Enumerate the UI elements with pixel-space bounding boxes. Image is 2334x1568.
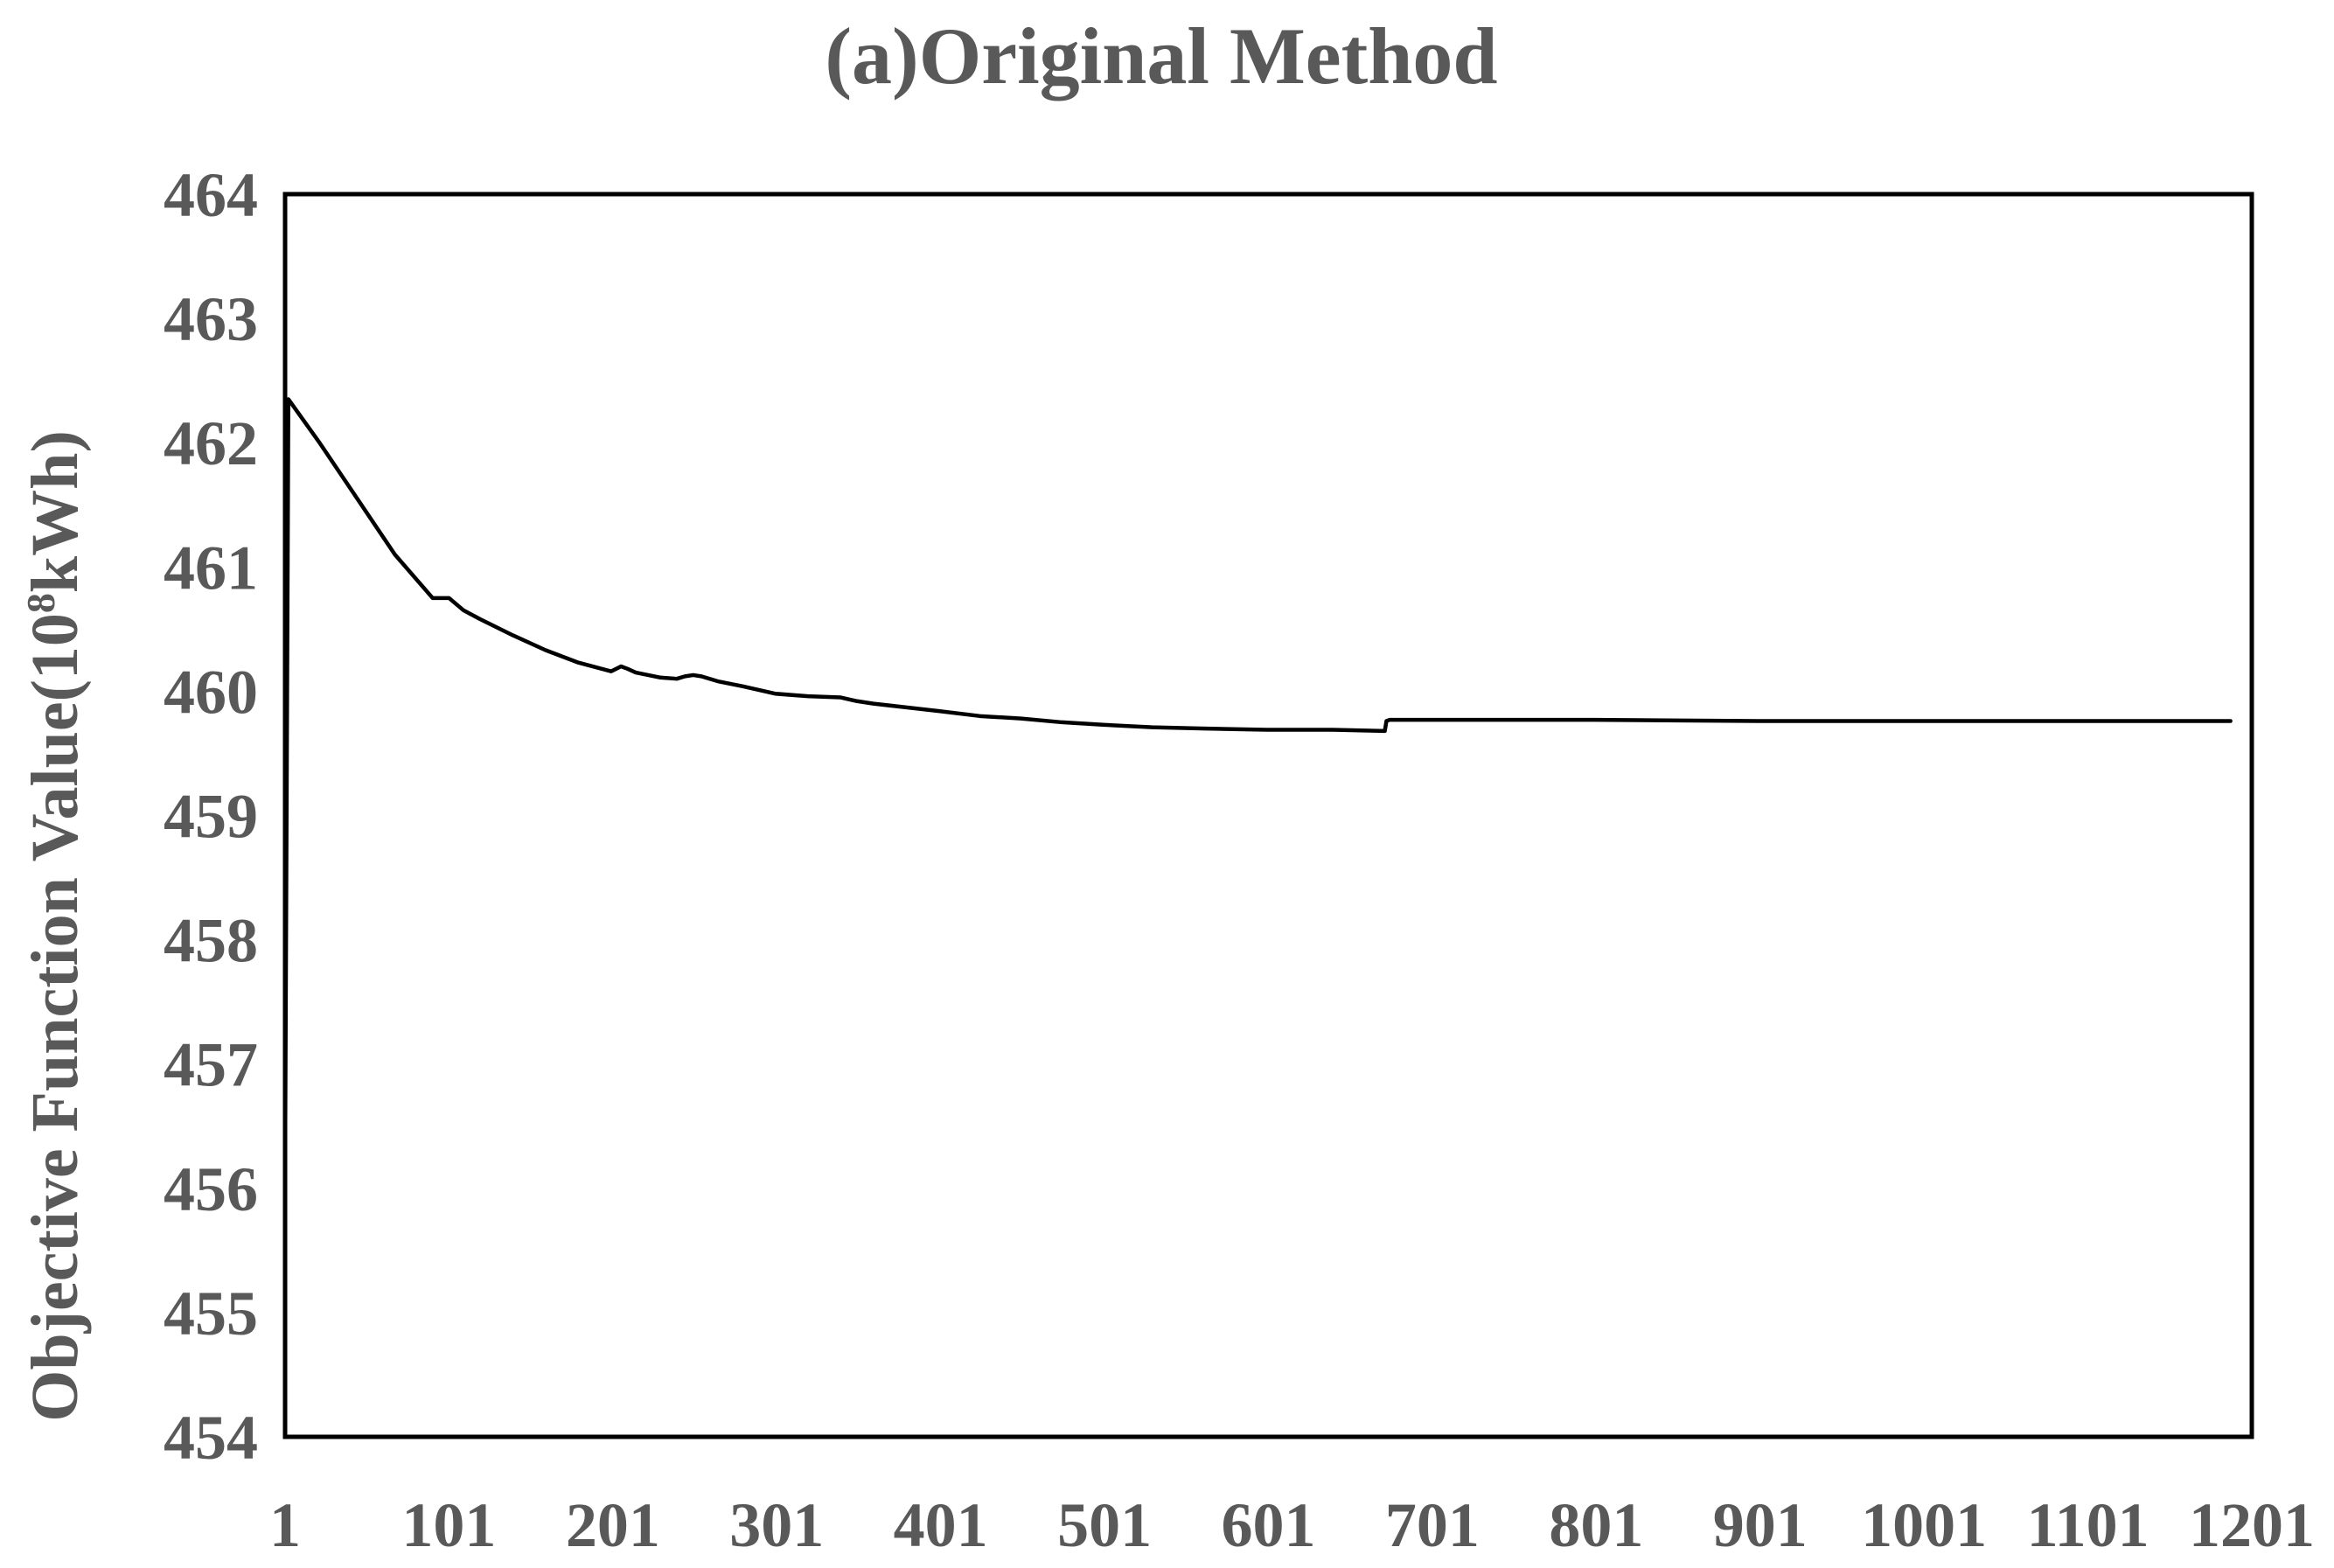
x-tick-label: 801 [1549,1490,1643,1560]
x-tick-label: 401 [894,1490,988,1560]
x-tick-label: 101 [401,1490,496,1560]
y-tick-label: 463 [164,284,258,354]
x-tick-label: 1201 [2189,1490,2315,1560]
x-tick-label: 301 [729,1490,824,1560]
y-tick-label: 456 [164,1154,258,1224]
y-tick-label: 464 [164,160,258,230]
series-group [282,397,2233,1178]
x-tick-label: 601 [1222,1490,1316,1560]
y-tick-label: 460 [164,657,258,727]
x-axis-ticks: 1 101 201 301 401 501 601 701 801 901 1001 1101 1201 [269,1490,2315,1560]
plot-area-frame [282,192,2254,1439]
y-tick-label: 454 [164,1403,258,1473]
x-tick-label: 901 [1713,1490,1808,1560]
y-tick-label: 458 [164,906,258,976]
y-tick-label: 462 [164,408,258,478]
series-line [282,397,2233,1178]
x-tick-label: 1101 [2027,1490,2149,1560]
chart-title: (a)Original Method [825,11,1497,101]
y-tick-label: 461 [164,533,258,603]
y-axis-label-unit: kWh) [18,430,92,593]
y-axis-label-superscript: 8 [18,593,63,613]
x-tick-label: 201 [566,1490,660,1560]
x-tick-label: 1001 [1861,1490,1987,1560]
x-tick-label: 701 [1385,1490,1480,1560]
y-axis-label: Objective Function Value(108kWh) [18,430,92,1422]
x-tick-label: 501 [1057,1490,1152,1560]
y-axis-ticks: 454 455 456 457 458 459 460 461 462 463 464 [164,160,258,1473]
y-tick-label: 459 [164,782,258,852]
x-tick-label: 1 [269,1490,301,1560]
y-tick-label: 455 [164,1279,258,1348]
y-tick-label: 457 [164,1030,258,1100]
y-axis-label-main: Objective Function Value(10 [18,613,92,1422]
